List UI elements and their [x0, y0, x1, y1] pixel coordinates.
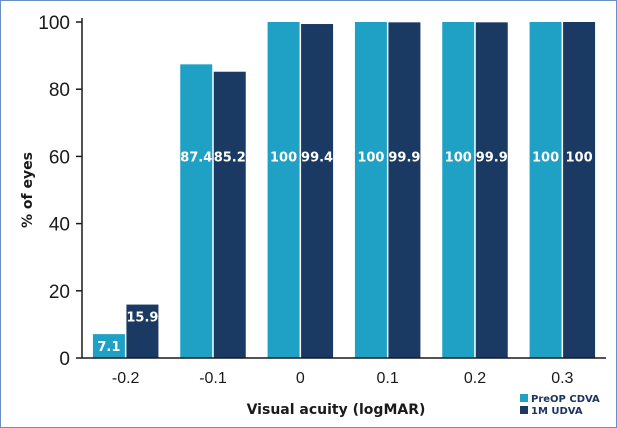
bar-preop-cdva	[180, 64, 213, 358]
x-tick-label: 0.1	[377, 370, 399, 387]
bar-1m-udva	[301, 24, 334, 359]
data-label: 100	[566, 150, 593, 165]
data-label: 100	[532, 150, 559, 165]
data-label: 100	[357, 150, 384, 165]
bar-preop-cdva	[92, 334, 125, 358]
bar-1m-udva	[388, 22, 421, 359]
data-label: 99.9	[476, 150, 508, 165]
x-tick-label: 0.3	[551, 370, 573, 387]
legend-swatch	[520, 406, 528, 414]
data-label: 100	[445, 150, 472, 165]
data-label: 87.4	[180, 150, 212, 165]
y-tick-label: 60	[49, 147, 70, 168]
y-tick-label: 40	[49, 215, 70, 236]
bar-1m-udva	[563, 22, 596, 358]
legend-label: PreOP CDVA	[531, 394, 600, 405]
bar-preop-cdva	[529, 22, 562, 358]
y-tick-label: 0	[59, 349, 70, 370]
y-tick-label: 100	[38, 13, 70, 34]
x-axis-ticks: -0.2 -0.1 0 0.1 0.2 0.3	[112, 370, 574, 387]
y-tick-label: 80	[49, 80, 70, 101]
x-tick-label: 0	[296, 370, 305, 387]
bar-1m-udva	[475, 22, 508, 359]
bars: 7.1 15.9 87.4 85.2 100 99.4 100 99.9 100 99.9 100 1…	[92, 22, 596, 359]
data-label: 7.1	[97, 340, 120, 355]
bar-preop-cdva	[354, 22, 387, 358]
bar-preop-cdva	[267, 22, 300, 358]
bar-preop-cdva	[442, 22, 475, 358]
bar-1m-udva	[126, 304, 159, 358]
legend-swatch	[520, 394, 528, 402]
x-axis-title: Visual acuity (logMAR)	[247, 402, 426, 418]
x-tick-label: 0.2	[464, 370, 486, 387]
data-label: 85.2	[214, 150, 246, 165]
data-label: 100	[270, 150, 297, 165]
bar-1m-udva	[213, 71, 246, 358]
y-axis-ticks: 0 20 40 60 80 100	[38, 13, 82, 370]
x-tick-label: -0.1	[199, 370, 227, 387]
data-label: 99.4	[301, 150, 333, 165]
data-label: 99.9	[388, 150, 420, 165]
legend-label: 1M UDVA	[531, 406, 583, 417]
y-axis-title: % of eyes	[20, 152, 36, 228]
data-label: 15.9	[126, 311, 158, 326]
y-tick-label: 20	[49, 282, 70, 303]
x-tick-label: -0.2	[112, 370, 140, 387]
